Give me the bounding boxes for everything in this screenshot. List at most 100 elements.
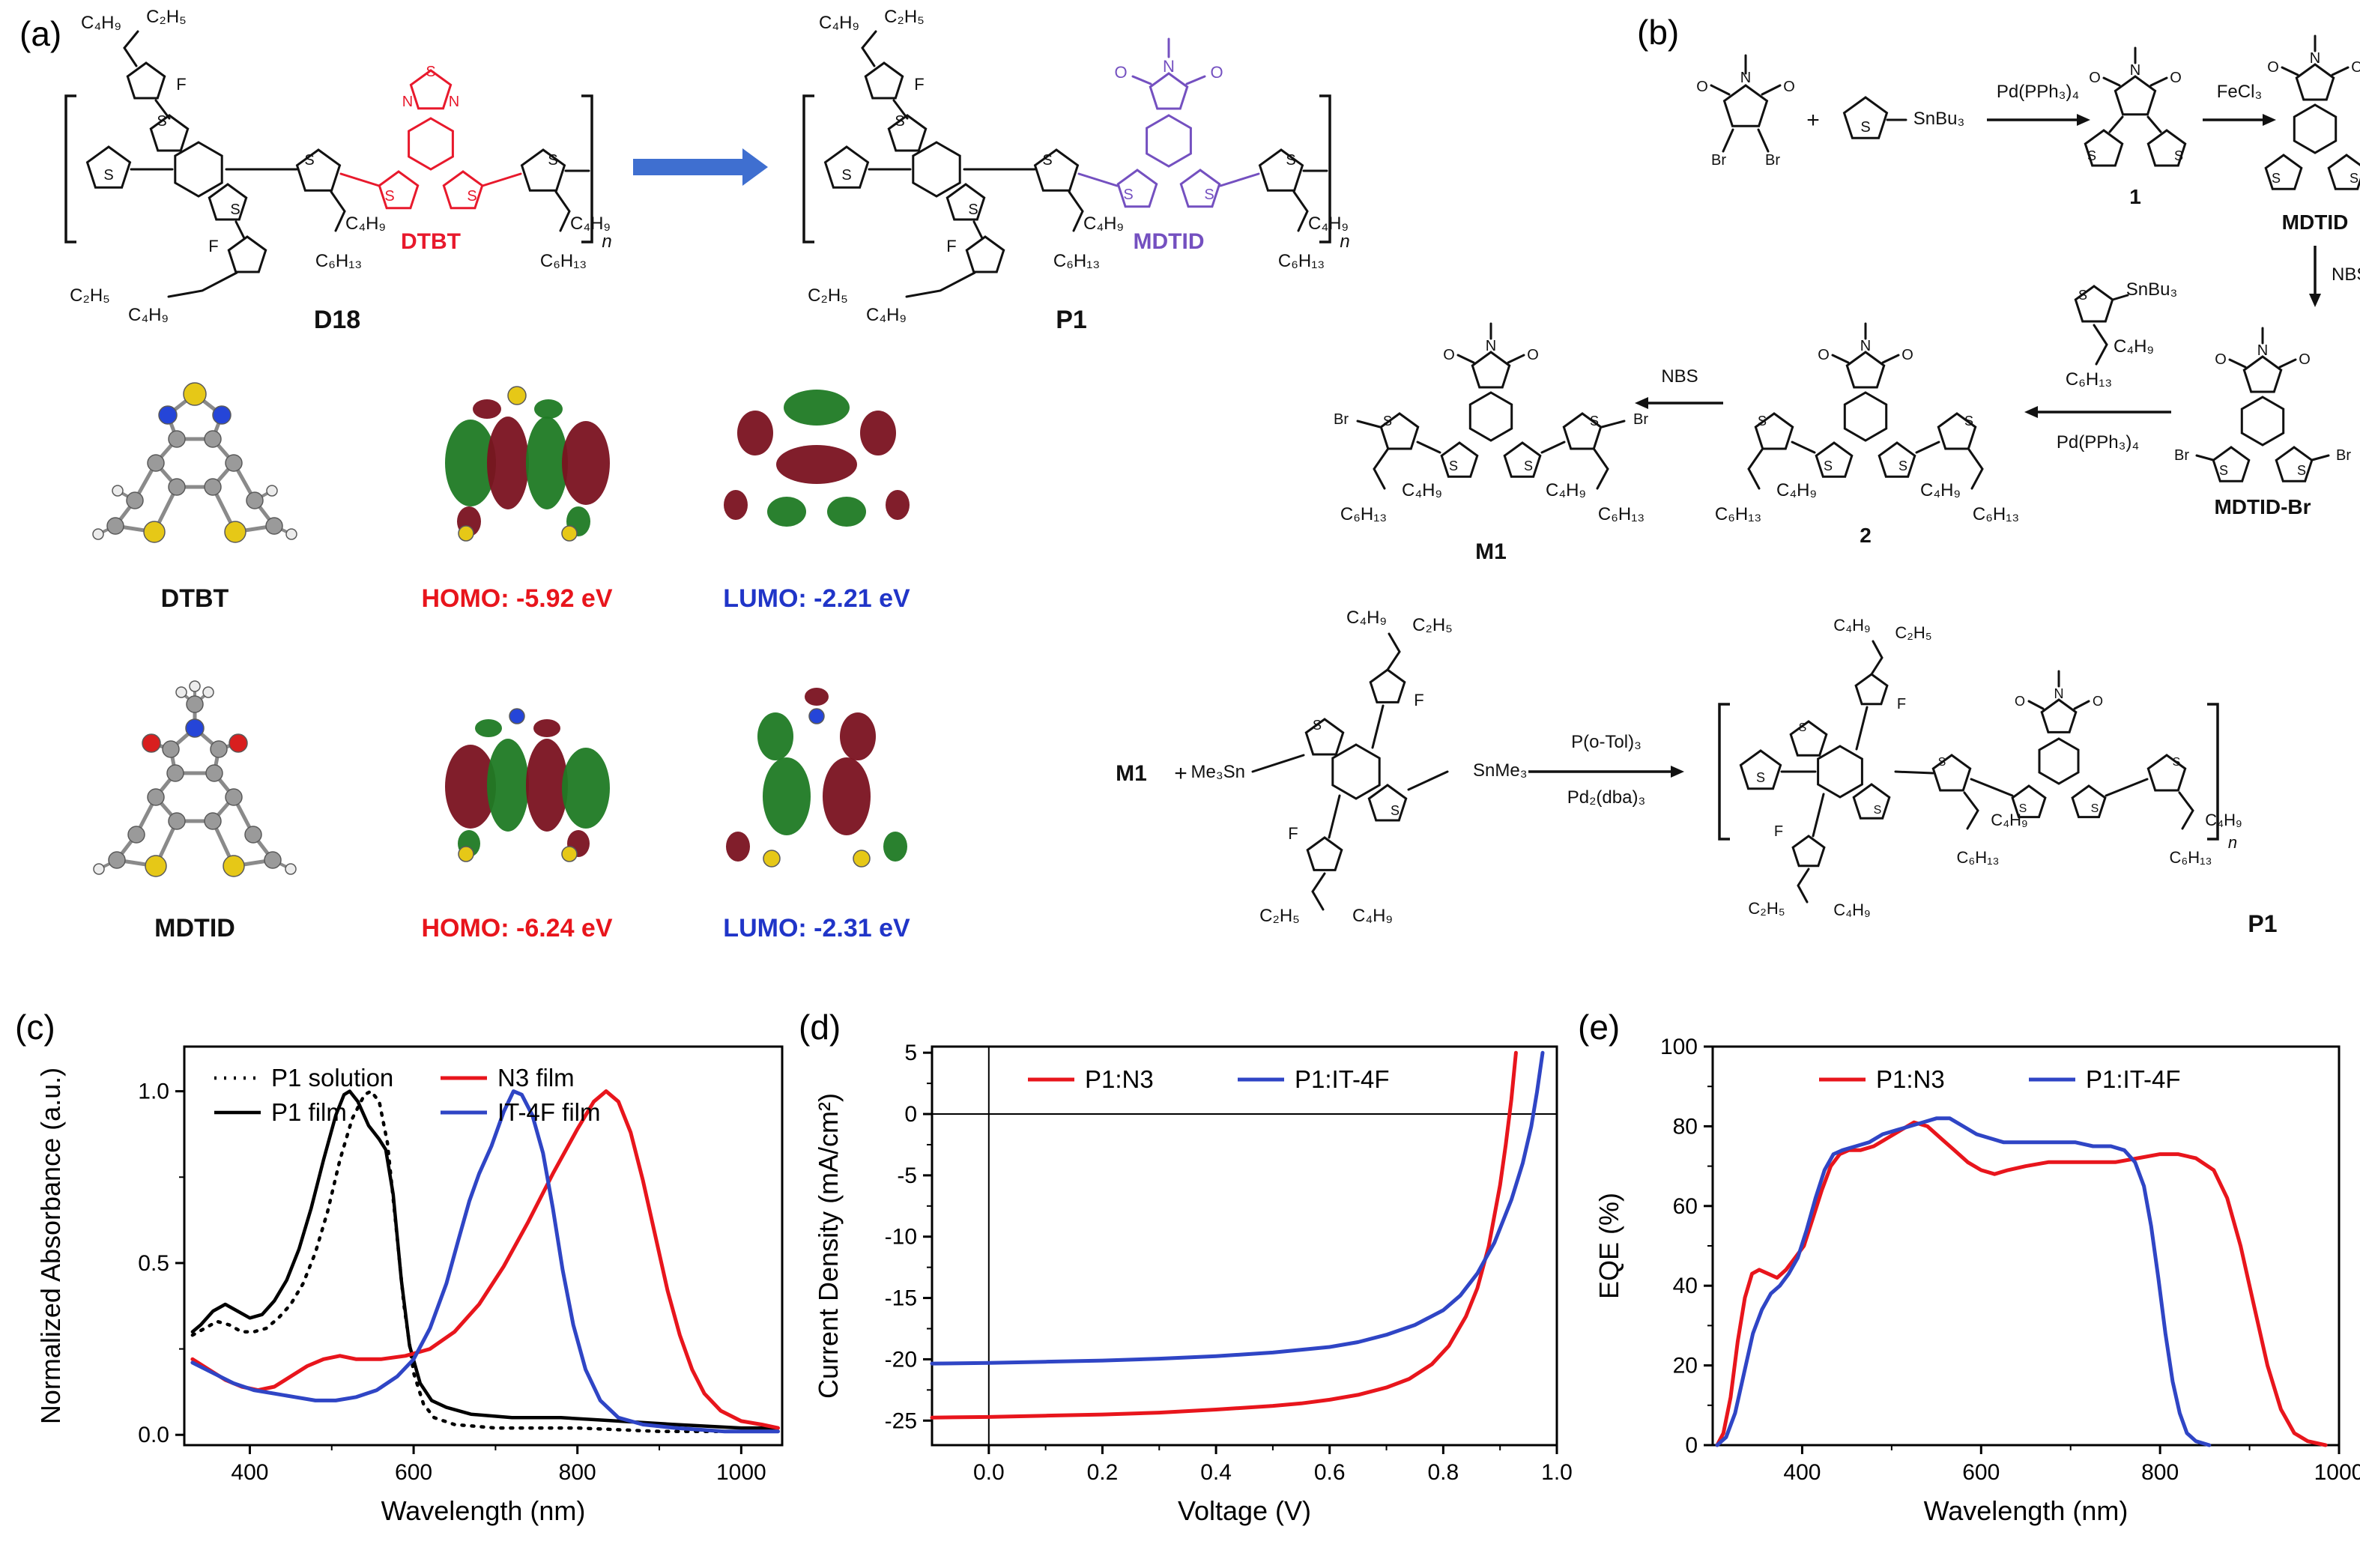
ring [85,145,132,189]
chain-label: C₆H₁₃ [1340,504,1387,524]
chain-label: C₄H₉ [2205,811,2242,829]
atom-label: S [1824,458,1833,473]
atom-label: S [1938,756,1946,769]
chain-label: C₆H₁₃ [540,251,587,271]
sulfur-atom [458,525,474,542]
atom-label: S [1449,458,1458,473]
ring [1845,351,1886,389]
atom-label: S [1286,152,1295,169]
ln [1593,448,1609,490]
x-tick-label: 0.8 [1428,1460,1459,1485]
chain-label: C₆H₁₃ [1973,504,2019,524]
atom-label: S [2078,288,2087,303]
ln [481,172,522,187]
ln [905,271,976,298]
chain-label: C₆H₁₃ [1715,504,1761,524]
ring [2146,129,2187,167]
atom-label: S [304,152,314,169]
chain-label: C₂H₅ [1259,906,1300,926]
x-tick-label: 600 [1962,1460,2000,1485]
sulfur-atom [458,846,474,862]
reagent-label: P(o-Tol)₃ [1571,732,1642,752]
y-axis-title: Current Density (mA/cm²) [813,1093,844,1399]
y-tick-label: 5 [904,1041,917,1065]
sulfur-atom [143,521,166,543]
ln [2195,454,2215,461]
hydrogen-atom [189,680,201,692]
carbon-atom [147,788,165,806]
ln [1870,640,1884,676]
x-axis-title: Wavelength (nm) [1924,1495,2128,1526]
ring [1503,441,1542,478]
atom-label: S [1204,187,1214,203]
ln [1722,128,1734,153]
ring [442,170,484,210]
atom-label: S [2173,756,2181,769]
reagent-label: Pd(PPh₃)₄ [2057,432,2139,452]
ring [227,235,267,273]
x-tick-label: 0.6 [1314,1460,1346,1485]
atom-label: S [230,202,240,218]
ring [126,61,166,100]
sulfur-atom [507,386,527,405]
ln [2102,76,2121,87]
plot-frame [183,1045,784,1447]
homo-lobe [534,399,563,419]
ring [408,117,454,171]
carbon-atom [166,764,184,782]
atom-label: S [1860,119,1870,136]
ring [2114,75,2157,116]
lumo-lobe [726,832,750,862]
homo-lobe [526,739,568,832]
atom-label: S [2087,148,2096,163]
homo-lobe [526,417,568,509]
ln [2146,115,2162,133]
atom-label: O [2089,70,2101,86]
atom-label: S [548,152,557,169]
arrow-head-icon [2309,294,2321,307]
atom-label: O [2299,351,2311,368]
atom-label: O [2170,70,2182,86]
atom-label: S [968,202,978,218]
chain-label: C₂H₅ [146,7,187,27]
hydrogen-atom [285,863,297,875]
chain-label: C₄H₉ [1833,900,1870,919]
lumo-lobe [840,712,876,760]
compound-label-m1: M1 [1116,761,1147,786]
atom-label: Br [1633,411,1648,428]
atom-label: O [2267,59,2279,76]
atom-label: S [157,113,166,130]
homo-lobe [475,719,502,737]
y-axis-title: EQE (%) [1594,1193,1624,1299]
chain-label: C₄H₉ [1346,608,1387,628]
chain-label: SnBu₃ [1913,109,1964,129]
series-curve-p1-n3 [1715,1120,2328,1447]
atom-label: F [1897,696,1906,712]
ln [972,220,984,240]
x-tick-label: 0.0 [973,1460,1005,1485]
ring [2038,737,2080,785]
ln [1797,868,1810,903]
atom-label: S [2350,171,2359,186]
carbon-atom [108,851,126,869]
chain-label: C₆H₁₃ [1598,504,1645,524]
nitrogen-atom [509,708,525,724]
y-tick-label: 1.0 [138,1080,169,1104]
chain-label: C₄H₉ [1833,616,1870,635]
homo-lobe [533,719,560,737]
carbon-atom [210,740,228,758]
ln [861,30,877,67]
lumo-lobe [737,411,773,455]
legend-label: P1:N3 [1085,1065,1154,1093]
ln [123,30,139,67]
reagent-label: FeCl₃ [2217,82,2262,102]
panel-label-d: (d) [799,1008,841,1047]
carbon-atom [162,740,180,758]
atom-label: S [1964,414,1973,429]
lumo-lobe [784,390,850,426]
y-tick-label: 60 [1673,1194,1698,1219]
carbon-atom [168,478,186,496]
sulfur-atom [561,846,578,862]
chain-label: C₂H₅ [1895,623,1931,642]
